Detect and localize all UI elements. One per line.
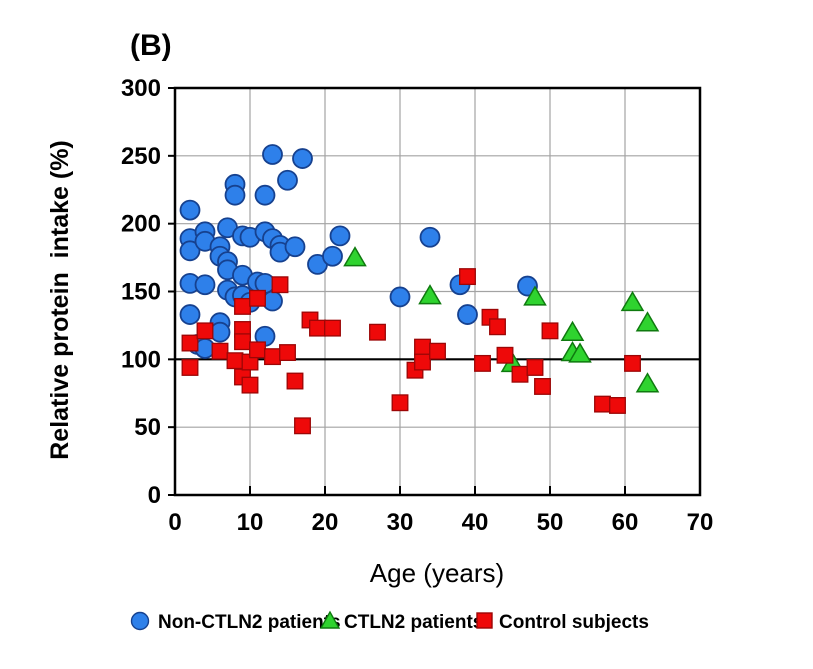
non-ctln2-point [284, 236, 306, 258]
control-point [324, 319, 341, 337]
control-point [474, 354, 491, 372]
non-ctln2-point [292, 148, 313, 169]
series-triangle [343, 246, 660, 393]
panel-label: (B) [130, 29, 172, 62]
y-tick-label: 250 [121, 143, 161, 170]
y-axis-title: Relative protein intake (%) [46, 140, 74, 460]
control-point [241, 376, 259, 394]
legend-item-non-ctln2-label: Non-CTLN2 patients [158, 612, 341, 633]
x-tick-label: 60 [612, 509, 639, 536]
control-point [286, 372, 304, 390]
y-tick-label: 300 [121, 75, 161, 102]
x-tick-label: 10 [237, 509, 264, 536]
non-ctln2-point [329, 225, 351, 247]
x-tick-label: 20 [312, 509, 339, 536]
y-tick-label: 50 [134, 414, 161, 441]
series-square [181, 268, 641, 435]
control-point [279, 344, 296, 362]
x-tick-label: 40 [462, 509, 489, 536]
ctln2-point [560, 320, 585, 341]
non-ctln2-point [277, 169, 298, 191]
ctln2-point [523, 285, 547, 306]
legend-item-control-label: Control subjects [499, 612, 649, 633]
non-ctln2-point [224, 184, 246, 206]
non-ctln2-point [179, 240, 201, 262]
control-point [309, 319, 326, 337]
circle-marker-icon [130, 611, 150, 631]
control-point [459, 268, 476, 286]
ctln2-point [343, 246, 367, 267]
control-point [414, 338, 431, 356]
control-point [249, 289, 266, 307]
control-point [271, 276, 289, 294]
control-point [594, 395, 611, 413]
control-point [511, 365, 529, 383]
x-tick-labels: 0 10 20 30 40 50 60 70 [168, 509, 713, 536]
control-point [624, 354, 641, 372]
control-point [414, 353, 431, 371]
non-ctln2-point [322, 245, 343, 267]
control-point [234, 333, 251, 351]
control-point [429, 342, 446, 360]
non-ctln2-point [254, 184, 276, 206]
ctln2-point [635, 311, 660, 332]
data-points [179, 144, 660, 435]
x-tick-label: 50 [537, 509, 564, 536]
y-tick-label: 150 [121, 279, 161, 306]
x-tick-label: 70 [687, 509, 714, 536]
control-point [249, 341, 266, 359]
non-ctln2-point [389, 286, 411, 308]
x-axis-title: Age (years) [370, 558, 504, 588]
legend: Non-CTLN2 patients CTLN2 patients Contro… [130, 610, 649, 633]
plot-frame [173, 86, 702, 497]
series-circle [179, 144, 538, 359]
control-point [369, 323, 386, 341]
y-tick-label: 200 [121, 211, 161, 238]
control-point [294, 417, 311, 435]
triangle-marker-icon [319, 610, 341, 629]
non-ctln2-point [194, 274, 216, 296]
control-point [391, 394, 409, 412]
x-tick-label: 0 [168, 509, 181, 536]
x-tick-label: 30 [387, 509, 414, 536]
control-point [526, 359, 544, 376]
y-tick-labels: 0 50 100 150 200 250 300 [121, 75, 161, 509]
non-ctln2-point [419, 226, 441, 248]
y-tick-label: 0 [148, 482, 161, 509]
control-point [211, 342, 229, 360]
control-point [489, 318, 506, 336]
square-marker-icon [476, 612, 493, 629]
control-point [609, 397, 626, 414]
ctln2-point [568, 342, 592, 363]
control-point [541, 322, 559, 340]
control-point [264, 348, 281, 366]
ctln2-point [635, 372, 660, 393]
control-point [226, 352, 244, 370]
non-ctln2-point [457, 304, 478, 325]
non-ctln2-point [179, 199, 201, 221]
y-tick-label: 100 [121, 346, 161, 373]
ctln2-point [418, 284, 442, 305]
control-point [181, 334, 199, 352]
non-ctln2-point [179, 304, 201, 325]
ctln2-point [620, 290, 645, 312]
control-point [534, 378, 551, 395]
control-point [496, 346, 514, 364]
control-point [234, 297, 251, 315]
legend-item-ctln2-label: CTLN2 patients [344, 612, 483, 633]
control-point [181, 359, 199, 376]
non-ctln2-point [262, 144, 283, 165]
control-point [196, 322, 214, 340]
